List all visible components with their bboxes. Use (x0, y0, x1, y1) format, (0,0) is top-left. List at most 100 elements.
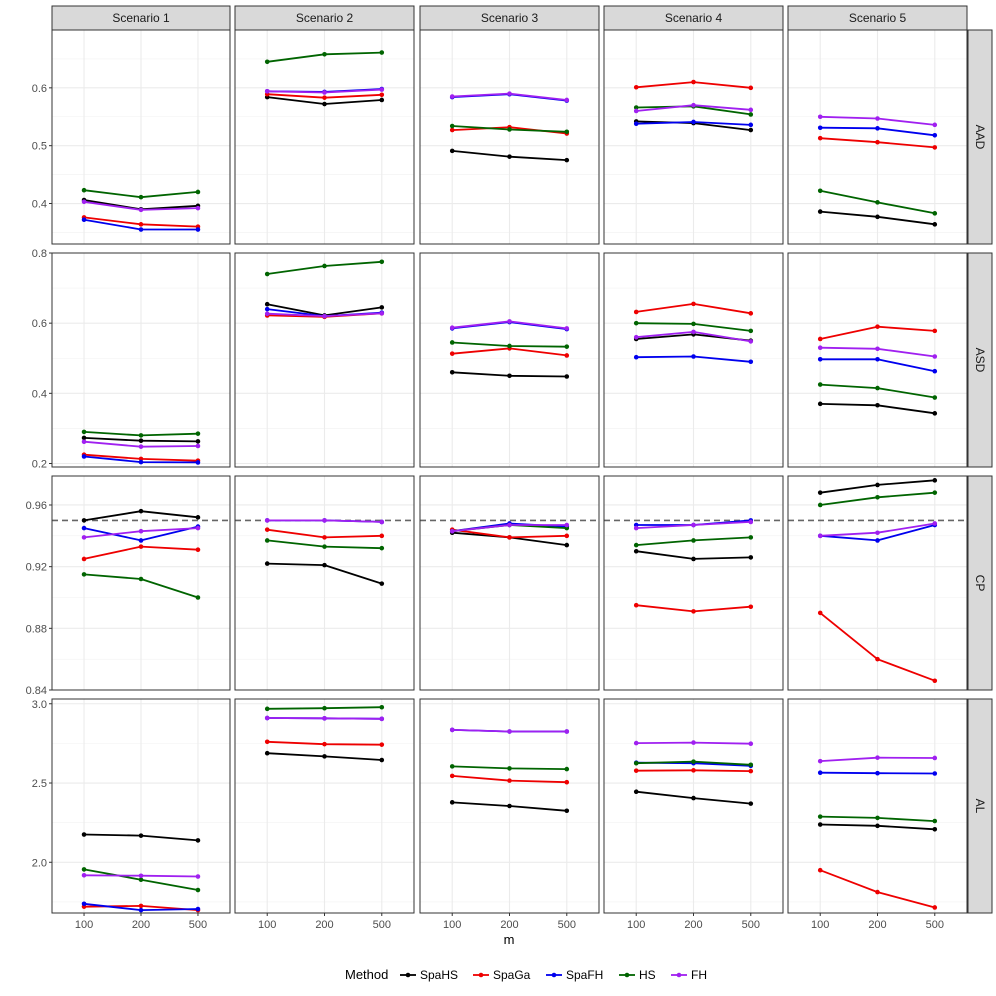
panel (51, 29, 231, 245)
panel (51, 475, 231, 691)
legend-key-point (676, 972, 682, 978)
data-point-FH (691, 522, 696, 528)
data-point-SpaGa (322, 95, 327, 100)
data-point-SpaGa (138, 222, 144, 227)
data-point-SpaHS (322, 101, 327, 107)
data-point-SpaFH (875, 126, 880, 131)
data-point-HS (507, 766, 512, 771)
data-point-SpaGa (875, 139, 880, 145)
data-point-SpaGa (81, 556, 87, 562)
panel (787, 475, 968, 691)
data-point-SpaGa (691, 301, 696, 307)
data-point-SpaGa (379, 742, 385, 747)
data-point-SpaGa (748, 311, 754, 316)
data-point-SpaHS (817, 401, 823, 407)
data-point-FH (449, 325, 455, 331)
panel (603, 252, 784, 468)
data-point-SpaHS (817, 490, 823, 495)
data-point-SpaGa (875, 324, 880, 329)
panel (787, 29, 968, 245)
data-point-FH (875, 530, 880, 536)
data-point-FH (564, 97, 570, 103)
data-point-SpaGa (449, 773, 455, 779)
data-point-SpaGa (138, 903, 144, 909)
data-point-FH (379, 311, 385, 316)
data-point-HS (449, 764, 455, 769)
column-strip (234, 5, 415, 31)
data-point-FH (264, 518, 270, 523)
data-point-HS (264, 271, 270, 277)
data-point-HS (81, 429, 87, 435)
x-tick-label: 200 (868, 919, 886, 931)
data-point-FH (81, 535, 87, 540)
data-point-FH (564, 522, 570, 528)
x-tick-label: 100 (811, 919, 829, 931)
panel-border (419, 475, 600, 691)
data-point-SpaHS (449, 369, 455, 375)
x-tick-label: 500 (926, 919, 944, 931)
data-point-FH (379, 87, 385, 92)
data-point-FH (875, 755, 880, 760)
data-point-SpaGa (507, 778, 512, 783)
data-point-FH (932, 354, 938, 359)
panel-border (234, 252, 415, 468)
data-point-FH (564, 729, 570, 734)
panel (51, 252, 231, 468)
data-point-SpaGa (691, 79, 696, 85)
row-strip-label: ASD (973, 348, 987, 373)
x-axis-title: m (504, 932, 515, 947)
data-point-HS (817, 814, 823, 819)
data-point-SpaHS (138, 508, 144, 514)
data-point-SpaFH (81, 901, 87, 907)
data-point-SpaGa (875, 889, 880, 895)
y-tick-label: 0.92 (26, 562, 47, 574)
data-point-SpaHS (379, 305, 385, 310)
column-strip (603, 5, 784, 31)
row-strip-label: AL (973, 799, 987, 814)
y-tick-label: 0.5 (32, 141, 47, 153)
data-point-FH (932, 755, 938, 761)
data-point-FH (138, 873, 144, 879)
data-point-SpaHS (507, 373, 512, 379)
data-point-FH (691, 102, 696, 108)
x-tick-label: 500 (742, 919, 760, 931)
data-point-SpaHS (81, 435, 87, 441)
legend-item-SpaGa: SpaGa (473, 968, 531, 982)
data-point-SpaGa (633, 309, 639, 315)
row-strip (967, 29, 993, 245)
data-point-SpaGa (633, 84, 639, 90)
legend-label: SpaHS (420, 968, 458, 982)
y-tick-label: 0.96 (26, 500, 47, 512)
data-point-SpaGa (748, 85, 754, 91)
data-point-SpaGa (817, 336, 823, 342)
data-point-HS (691, 759, 696, 764)
data-point-SpaHS (379, 97, 385, 103)
data-point-HS (748, 112, 754, 117)
data-point-HS (748, 762, 754, 768)
data-point-SpaHS (322, 562, 327, 568)
data-point-HS (379, 259, 385, 265)
panel (603, 698, 784, 914)
data-point-SpaGa (449, 351, 455, 356)
data-point-SpaHS (817, 822, 823, 827)
data-point-SpaGa (138, 544, 144, 549)
data-point-HS (564, 344, 570, 349)
data-point-SpaHS (875, 214, 880, 220)
x-axis-layer: 100 200 500 100 200 500 100 200 500 100 200 500 100 2… (75, 913, 944, 931)
data-point-SpaGa (507, 535, 512, 540)
data-point-SpaFH (875, 770, 880, 776)
data-point-SpaFH (817, 125, 823, 131)
data-point-SpaHS (875, 823, 880, 829)
data-point-SpaGa (379, 92, 385, 98)
data-point-SpaFH (817, 356, 823, 362)
legend-title: Method (345, 967, 388, 982)
data-point-HS (138, 877, 144, 883)
data-point-SpaHS (449, 800, 455, 805)
legend-label: HS (639, 968, 656, 982)
data-point-SpaFH (633, 354, 639, 360)
data-point-SpaFH (138, 907, 144, 913)
data-point-FH (691, 740, 696, 745)
x-tick-label: 200 (500, 919, 518, 931)
data-point-FH (507, 522, 512, 528)
panel-border (51, 29, 231, 245)
